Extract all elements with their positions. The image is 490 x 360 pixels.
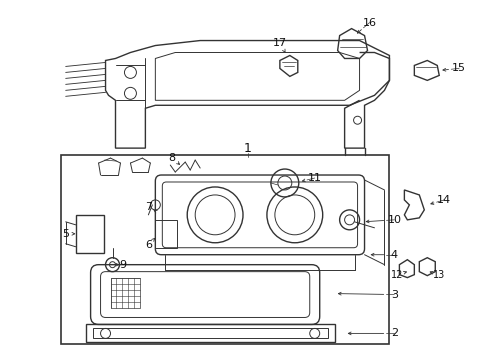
Text: 8: 8 — [169, 153, 176, 163]
Bar — [75, 215, 103, 253]
Text: 10: 10 — [388, 215, 401, 225]
Text: 6: 6 — [145, 240, 152, 250]
Text: 13: 13 — [433, 270, 445, 280]
Text: 2: 2 — [391, 328, 398, 338]
Text: 3: 3 — [391, 289, 398, 300]
Text: 16: 16 — [363, 18, 376, 28]
Text: 7: 7 — [145, 202, 152, 212]
Text: 12: 12 — [391, 270, 404, 280]
Text: 5: 5 — [62, 229, 69, 239]
Text: 4: 4 — [391, 250, 398, 260]
Text: 1: 1 — [244, 141, 252, 155]
Bar — [86, 324, 335, 342]
Text: 14: 14 — [437, 195, 451, 205]
Bar — [111, 278, 141, 307]
Text: 11: 11 — [308, 173, 322, 183]
Bar — [155, 220, 177, 248]
Text: 17: 17 — [273, 37, 287, 48]
Text: 9: 9 — [119, 260, 126, 270]
Bar — [61, 155, 390, 345]
Bar — [93, 328, 328, 338]
Text: 15: 15 — [452, 63, 466, 73]
